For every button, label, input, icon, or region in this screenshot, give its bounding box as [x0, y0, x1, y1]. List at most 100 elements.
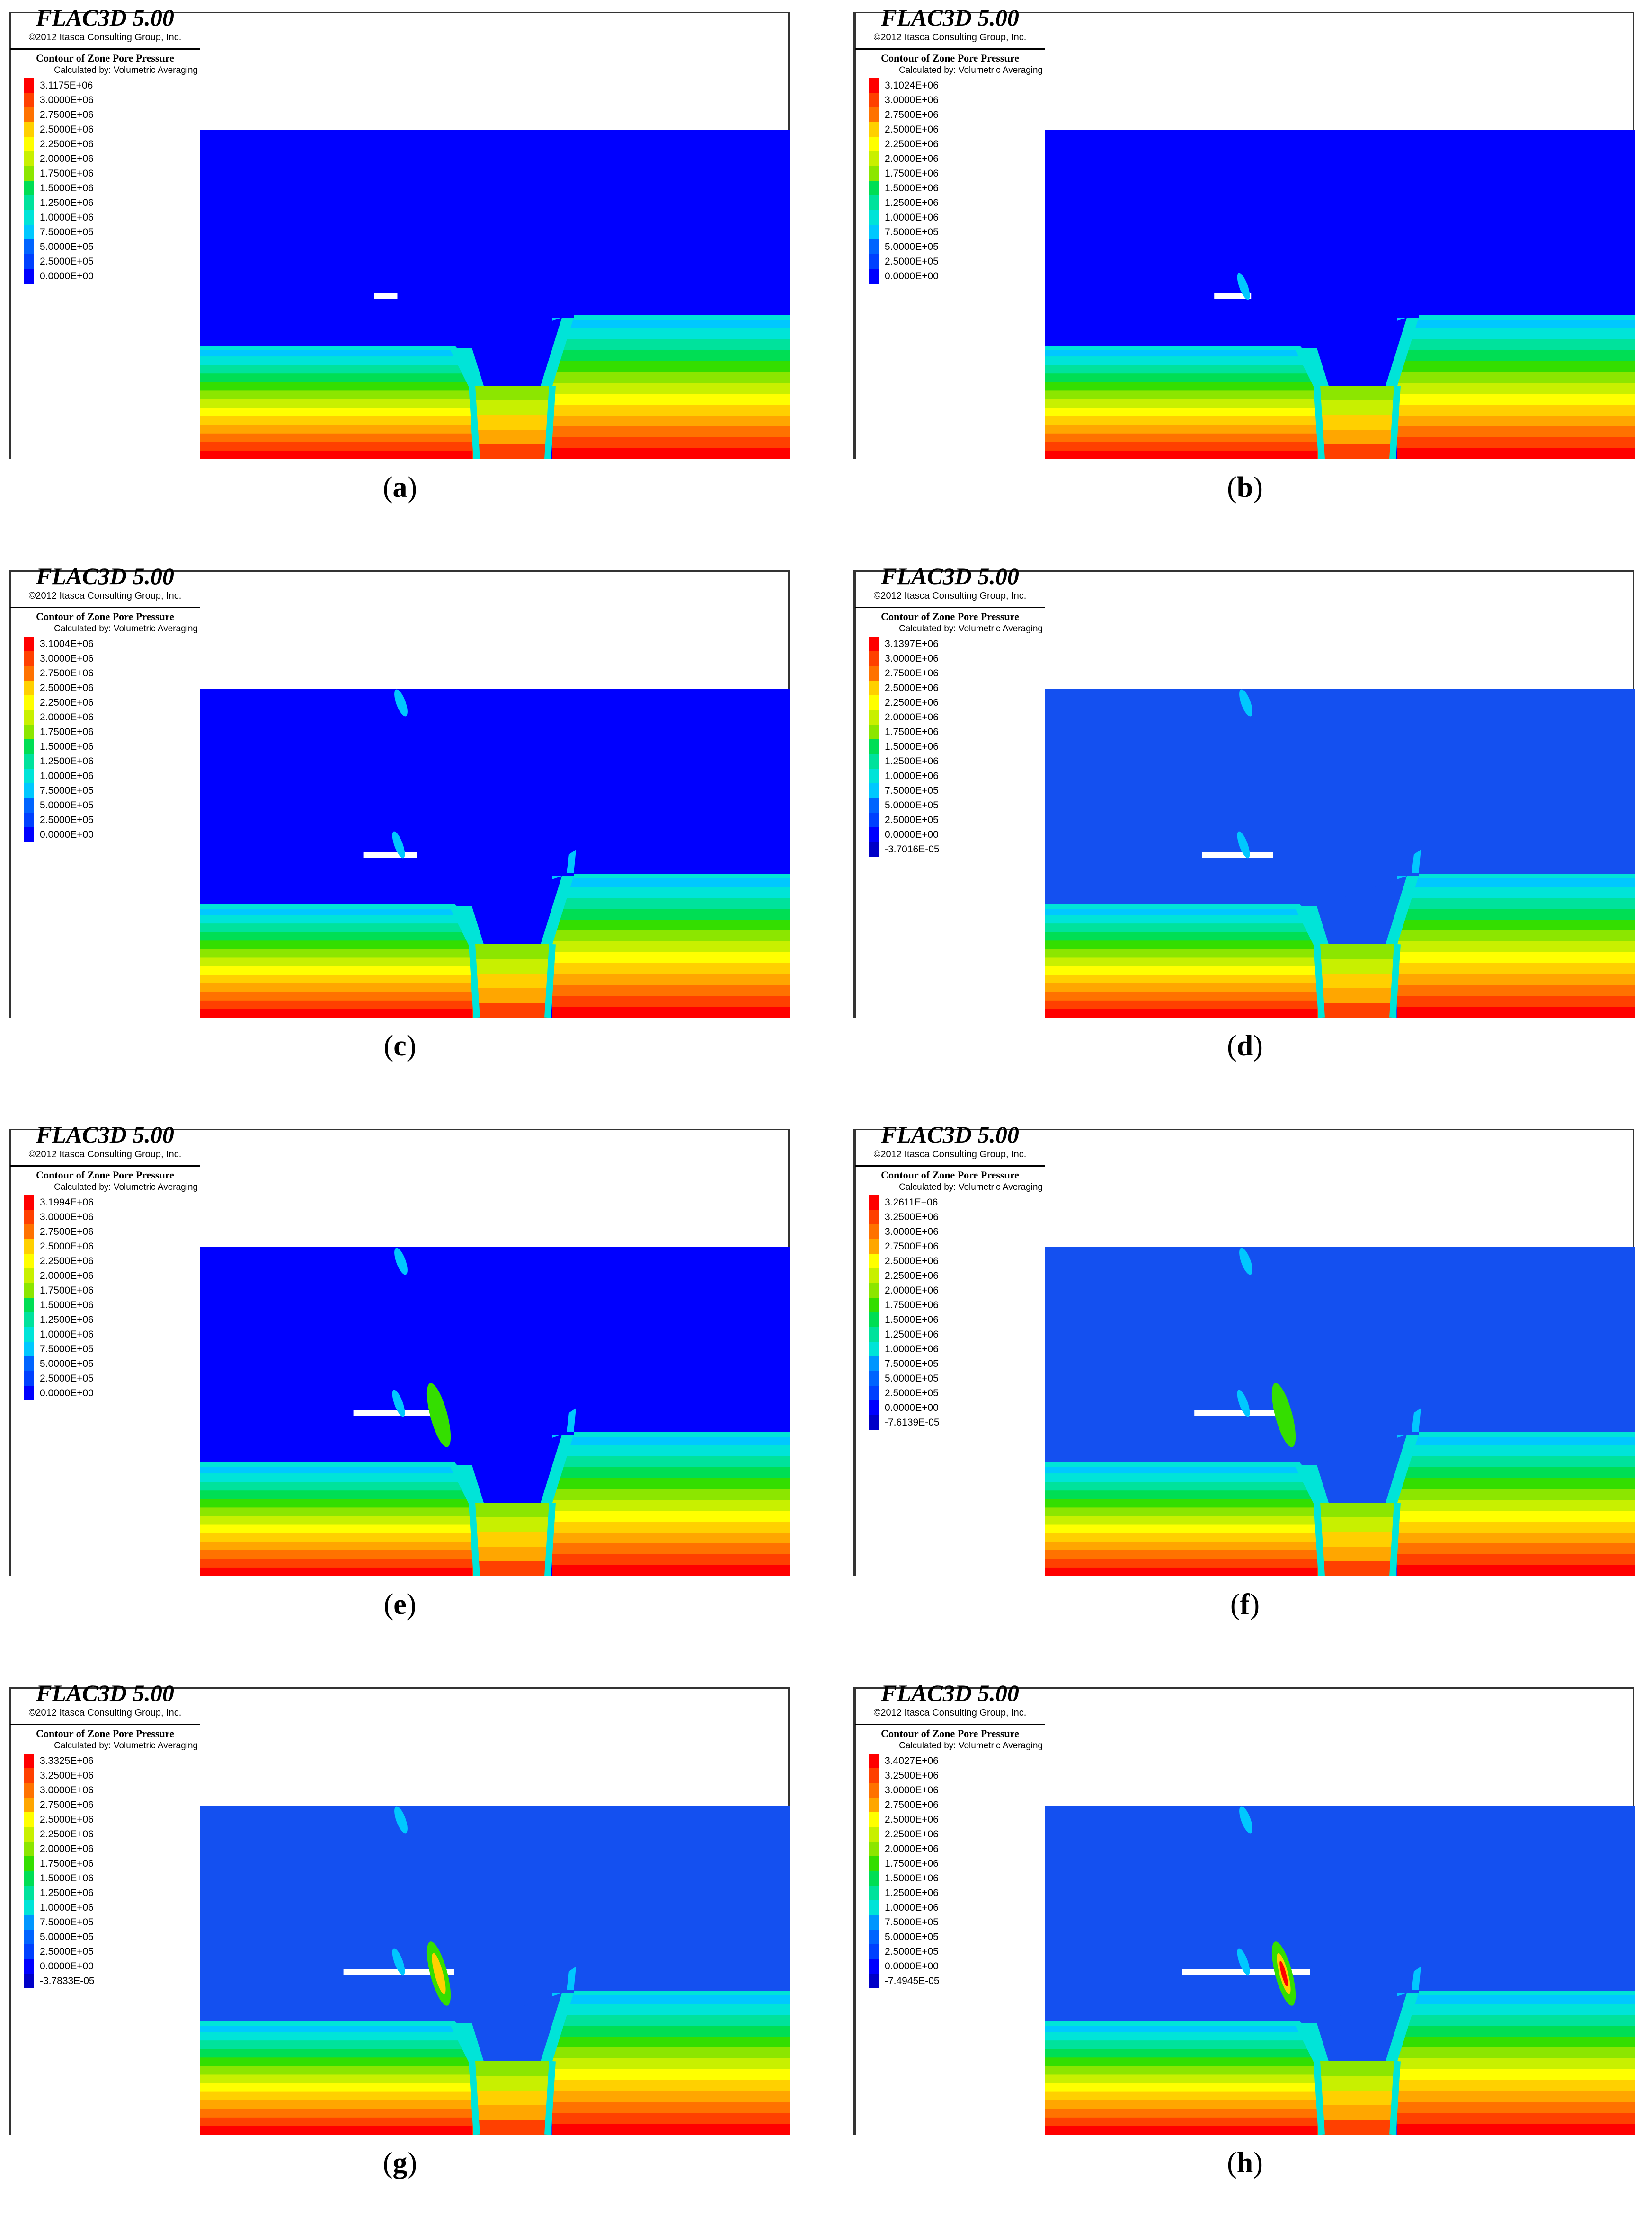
legend-value: 2.0000E+06	[40, 153, 94, 164]
legend-entry: 2.0000E+06	[24, 1842, 200, 1856]
left-layer-band	[200, 2100, 472, 2109]
legend-entry: 3.1994E+06	[24, 1195, 200, 1210]
legend-entry: 1.0000E+06	[869, 210, 1045, 225]
pore-pressure-contour	[1045, 130, 1635, 459]
panel-caption: (f)	[1230, 1588, 1260, 1621]
left-layer-band	[200, 1473, 472, 1483]
legend-swatch	[869, 1798, 879, 1812]
slope-seepage	[567, 1408, 576, 1432]
legend-value: 1.7500E+06	[885, 1300, 939, 1311]
legend-entry: 3.0000E+06	[869, 1783, 1045, 1798]
legend-value: 1.2500E+06	[40, 1314, 94, 1325]
legend-value: 2.7500E+06	[885, 668, 939, 679]
right-layer-band	[552, 1445, 790, 1457]
left-layer-band	[200, 2057, 472, 2067]
left-surface	[200, 346, 455, 350]
calc-method: Calculated by: Volumetric Averaging	[54, 65, 198, 75]
left-fault	[450, 904, 480, 1018]
copyright: ©2012 Itasca Consulting Group, Inc.	[28, 1149, 182, 1160]
legend-swatch	[24, 239, 34, 254]
right-layer-band	[552, 898, 790, 909]
left-layer-band	[1045, 442, 1317, 451]
legend-entry: 2.0000E+06	[869, 151, 1045, 166]
left-layer-band	[200, 1482, 472, 1491]
left-layer-band	[1045, 2109, 1317, 2118]
legend-value: 2.5000E+05	[40, 1373, 94, 1384]
legend: FLAC3D 5.00 ©2012 Itasca Consulting Group…	[10, 1119, 200, 1400]
legend-entry: 1.2500E+06	[24, 754, 200, 769]
legend-entry: 1.5000E+06	[24, 1871, 200, 1886]
legend-value: 2.7500E+06	[40, 668, 94, 679]
legend-entry: 2.5000E+05	[869, 254, 1045, 269]
left-layer-band	[1045, 399, 1317, 408]
right-layer-band	[552, 1522, 790, 1533]
pore-pressure-contour	[200, 1247, 790, 1576]
legend-swatch	[24, 710, 34, 725]
left-layer-band	[1045, 1542, 1317, 1551]
right-layer-band	[552, 996, 790, 1007]
left-fault	[1295, 2021, 1325, 2135]
legend-entry: 2.7500E+06	[24, 666, 200, 681]
pressure-bulb	[392, 1390, 405, 1417]
left-surface	[200, 2021, 455, 2026]
panel-b: FLAC3D 5.00 ©2012 Itasca Consulting Group…	[845, 0, 1645, 540]
legend-swatch	[24, 1768, 34, 1783]
left-layer-band	[1045, 1482, 1317, 1491]
legend-entry: 3.4027E+06	[869, 1754, 1045, 1768]
legend-entry: 2.2500E+06	[869, 1827, 1045, 1842]
software-title: FLAC3D 5.00	[881, 563, 1019, 589]
divider	[10, 1724, 200, 1725]
left-layer-band	[1045, 1550, 1317, 1559]
legend-swatch	[869, 195, 879, 210]
right-layer-band	[1397, 2037, 1635, 2048]
left-layer-band	[1045, 1473, 1317, 1483]
legend-value: 2.5000E+06	[40, 1814, 94, 1825]
pit-layer-band	[1317, 444, 1395, 459]
right-layer-band	[1397, 1489, 1635, 1500]
legend-swatch	[24, 1959, 34, 1974]
left-layer-band	[200, 957, 472, 967]
left-layer-band	[200, 1009, 472, 1018]
panel-label: f	[1240, 1588, 1250, 1621]
legend-entry: 2.7500E+06	[24, 1798, 200, 1812]
right-layer-band	[552, 1478, 790, 1489]
legend-value: 1.0000E+06	[40, 771, 94, 781]
legend-swatch	[24, 695, 34, 710]
legend-swatch	[24, 651, 34, 666]
left-layer-band	[1045, 416, 1317, 425]
pit-layer-band	[1317, 1561, 1395, 1576]
right-layer-band	[552, 2124, 790, 2135]
legend-entry: 2.0000E+06	[869, 1283, 1045, 1298]
legend-value: 3.2611E+06	[885, 1197, 938, 1208]
pit-layer-band	[1317, 1003, 1395, 1018]
legend-value: -7.4945E-05	[885, 1976, 940, 1986]
legend-swatch	[869, 1415, 879, 1430]
legend-entry: 7.5000E+05	[869, 783, 1045, 798]
contour-title: Contour of Zone Pore Pressure	[36, 611, 174, 622]
divider	[855, 48, 1045, 50]
right-layer-band	[552, 405, 790, 416]
legend-swatch	[869, 1930, 879, 1944]
legend-entry: 1.5000E+06	[24, 181, 200, 195]
legend-value: 2.5000E+05	[885, 1388, 939, 1399]
legend-value: 2.5000E+06	[40, 124, 94, 135]
left-layer-band	[200, 1524, 472, 1534]
legend-swatch	[869, 225, 879, 239]
legend-entry: 2.7500E+06	[869, 1798, 1045, 1812]
right-layer-band	[1397, 2026, 1635, 2037]
software-title: FLAC3D 5.00	[881, 1121, 1019, 1148]
left-layer-band	[1045, 1000, 1317, 1010]
legend-entry: 3.0000E+06	[869, 1224, 1045, 1239]
legend-entry: 2.2500E+06	[24, 1254, 200, 1268]
legend-entry: 2.5000E+06	[869, 1254, 1045, 1268]
legend-entry: -7.6139E-05	[869, 1415, 1045, 1430]
legend-entry: 2.2500E+06	[869, 137, 1045, 151]
panel-label: e	[393, 1588, 407, 1621]
left-layer-band	[200, 356, 472, 366]
legend-entry: 2.0000E+06	[24, 710, 200, 725]
calc-method: Calculated by: Volumetric Averaging	[54, 624, 198, 634]
legend-value: 1.2500E+06	[40, 756, 94, 767]
panel-a: FLAC3D 5.00 ©2012 Itasca Consulting Group…	[0, 0, 800, 540]
legend-swatch	[869, 1386, 879, 1400]
legend-entry: 3.0000E+06	[869, 93, 1045, 107]
